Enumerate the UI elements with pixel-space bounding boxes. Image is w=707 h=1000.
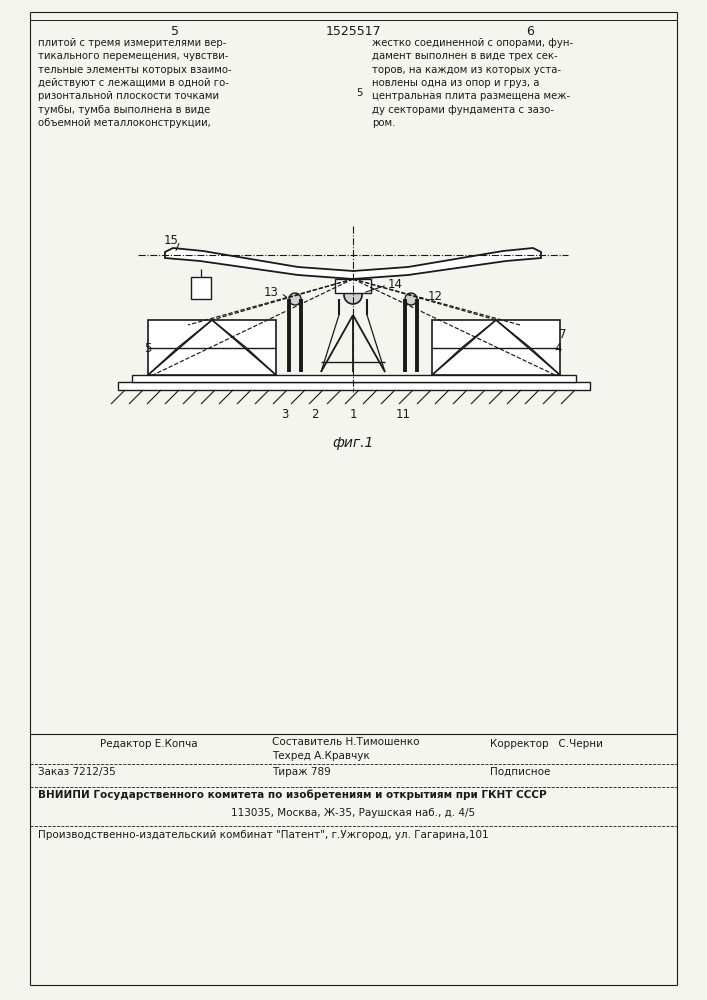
Bar (132, 375, 576, 382)
Text: 6: 6 (526, 25, 534, 38)
Text: 12: 12 (428, 290, 443, 304)
Bar (191, 277, 211, 299)
Text: плитой с тремя измерителями вер-
тикального перемещения, чувстви-
тельные элемен: плитой с тремя измерителями вер- тикальн… (38, 38, 232, 128)
Text: фиг.1: фиг.1 (332, 436, 374, 450)
Circle shape (289, 293, 301, 305)
Text: 14: 14 (387, 278, 402, 292)
Text: Корректор   С.Черни: Корректор С.Черни (490, 739, 603, 749)
Text: 2: 2 (311, 408, 319, 420)
Circle shape (405, 293, 417, 305)
Text: 5: 5 (144, 342, 152, 355)
Text: 11: 11 (395, 408, 411, 420)
Text: 7: 7 (559, 328, 567, 340)
Bar (148, 320, 276, 375)
Text: 3: 3 (281, 408, 288, 420)
Text: Редактор Е.Копча: Редактор Е.Копча (100, 739, 198, 749)
Text: Производственно-издательский комбинат "Патент", г.Ужгород, ул. Гагарина,101: Производственно-издательский комбинат "П… (38, 830, 489, 840)
Bar (335, 279, 371, 293)
Text: 4: 4 (554, 342, 562, 355)
Text: Подписное: Подписное (490, 767, 550, 777)
Text: 1: 1 (349, 408, 357, 420)
Text: ВНИИПИ Государственного комитета по изобретениям и открытиям при ГКНТ СССР: ВНИИПИ Государственного комитета по изоб… (38, 790, 547, 800)
Text: 1525517: 1525517 (325, 25, 381, 38)
Text: 113035, Москва, Ж-35, Раушская наб., д. 4/5: 113035, Москва, Ж-35, Раушская наб., д. … (231, 808, 475, 818)
Text: 5: 5 (171, 25, 179, 38)
Bar (118, 382, 590, 390)
Text: Заказ 7212/35: Заказ 7212/35 (38, 767, 116, 777)
Text: 5: 5 (356, 88, 363, 98)
Text: жестко соединенной с опорами, фун-
дамент выполнен в виде трех сек-
торов, на ка: жестко соединенной с опорами, фун- дамен… (372, 38, 573, 128)
Bar (432, 320, 560, 375)
Text: Составитель Н.Тимошенко
Техред А.Кравчук: Составитель Н.Тимошенко Техред А.Кравчук (272, 737, 419, 761)
Circle shape (344, 286, 362, 304)
Text: Тираж 789: Тираж 789 (272, 767, 331, 777)
Polygon shape (165, 248, 541, 279)
Text: 13: 13 (264, 286, 279, 300)
Text: 15: 15 (163, 234, 178, 247)
